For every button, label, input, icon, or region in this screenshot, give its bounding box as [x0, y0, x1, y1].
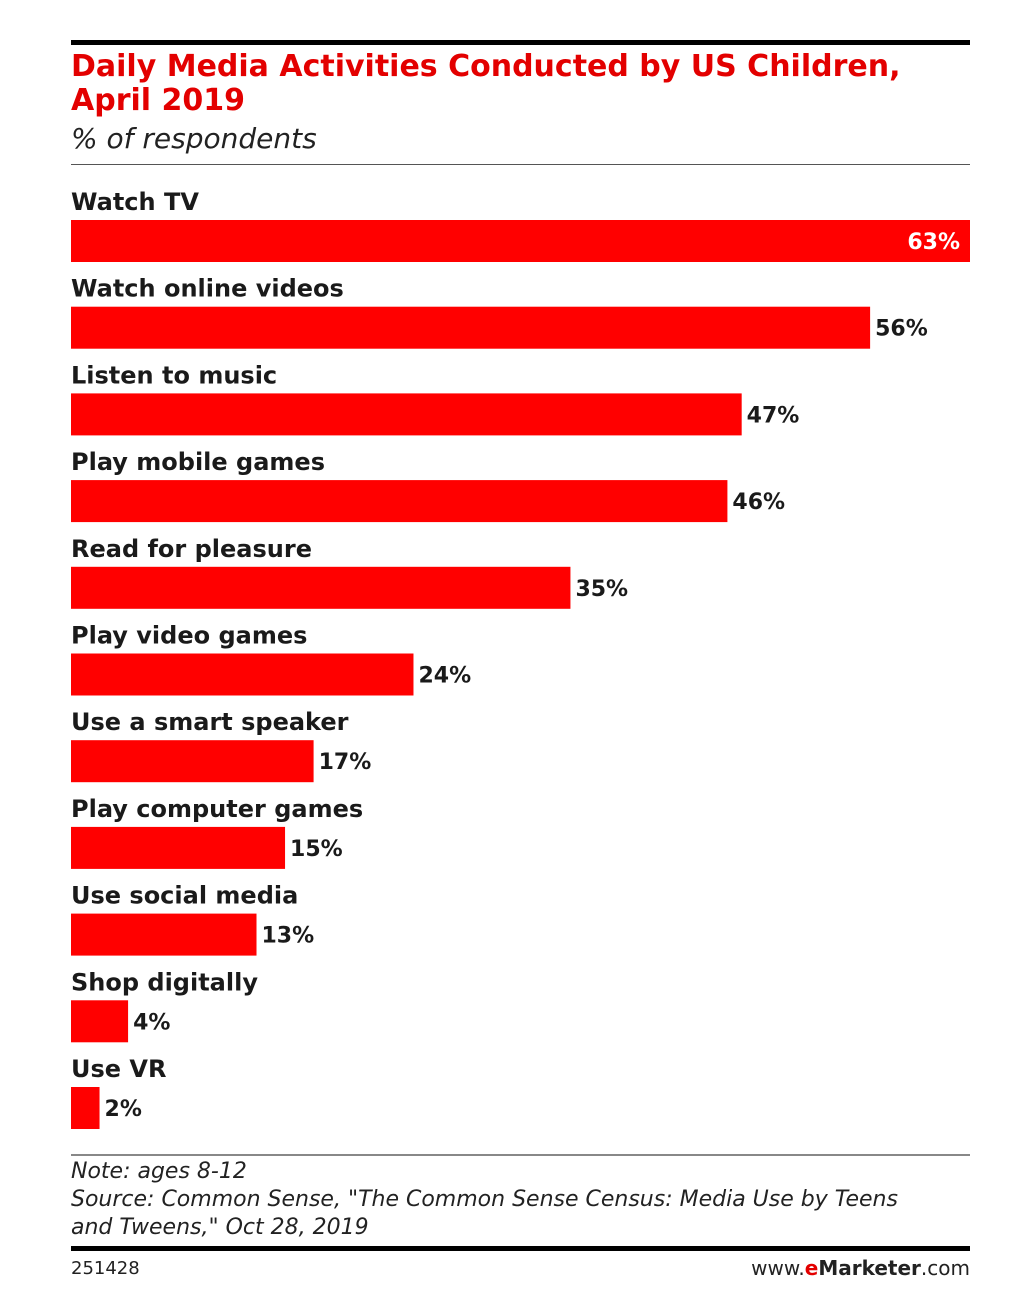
bottom-rule	[71, 1246, 970, 1251]
value-label: 63%	[907, 230, 960, 255]
note-rule	[71, 1154, 970, 1156]
value-label: 13%	[262, 924, 315, 949]
category-label: Play computer games	[71, 795, 363, 823]
value-label: 46%	[732, 490, 785, 515]
bar	[71, 393, 742, 436]
bar	[71, 480, 728, 523]
note-text: Note: ages 8-12	[71, 1159, 247, 1184]
bar	[71, 740, 314, 783]
subtitle-rule	[71, 164, 970, 165]
value-label: 17%	[319, 750, 372, 775]
source-line-1: Source: Common Sense, "The Common Sense …	[71, 1187, 898, 1212]
category-label: Play mobile games	[71, 448, 325, 476]
bar	[71, 653, 414, 696]
bar	[71, 1087, 100, 1129]
value-label: 2%	[105, 1097, 142, 1122]
chart-subtitle: % of respondents	[71, 122, 317, 155]
bar	[71, 913, 257, 956]
bar	[71, 566, 571, 609]
category-label: Use social media	[71, 882, 298, 910]
bar-chart: Watch TV 63% Watch online videos 56% Listen …	[71, 188, 970, 1129]
category-label: Watch TV	[71, 188, 199, 216]
chart-title: Daily Media Activities Conducted by US C…	[71, 50, 970, 118]
source-line-2: and Tweens," Oct 28, 2019	[71, 1215, 369, 1240]
chart-notes: Note: ages 8-12 Source: Common Sense, "T…	[71, 1158, 970, 1242]
title-line-2: April 2019	[71, 83, 245, 118]
chart-id: 251428	[71, 1258, 140, 1279]
brand-prefix: www.	[751, 1256, 805, 1280]
chart-frame: Daily Media Activities Conducted by US C…	[71, 0, 970, 1296]
value-label: 4%	[133, 1010, 170, 1035]
emarketer-logo[interactable]: www.eMarketer.com	[751, 1256, 970, 1280]
bar	[71, 826, 286, 869]
category-label: Use a smart speaker	[71, 708, 349, 736]
bar	[71, 1000, 129, 1043]
top-rule	[71, 40, 970, 45]
bar	[71, 220, 970, 262]
bar	[71, 306, 871, 349]
value-label: 56%	[875, 317, 928, 342]
category-label: Watch online videos	[71, 275, 344, 303]
value-label: 15%	[290, 837, 343, 862]
brand-name: Marketer	[818, 1256, 921, 1280]
category-label: Listen to music	[71, 361, 277, 389]
category-label: Use VR	[71, 1055, 166, 1083]
brand-e: e	[804, 1256, 819, 1280]
value-label: 24%	[418, 664, 471, 689]
category-label: Shop digitally	[71, 968, 258, 996]
category-label: Read for pleasure	[71, 535, 312, 563]
value-label: 47%	[747, 403, 800, 428]
title-line-1: Daily Media Activities Conducted by US C…	[71, 49, 901, 84]
category-label: Play video games	[71, 622, 307, 650]
value-label: 35%	[575, 577, 628, 602]
brand-suffix: .com	[920, 1256, 970, 1280]
